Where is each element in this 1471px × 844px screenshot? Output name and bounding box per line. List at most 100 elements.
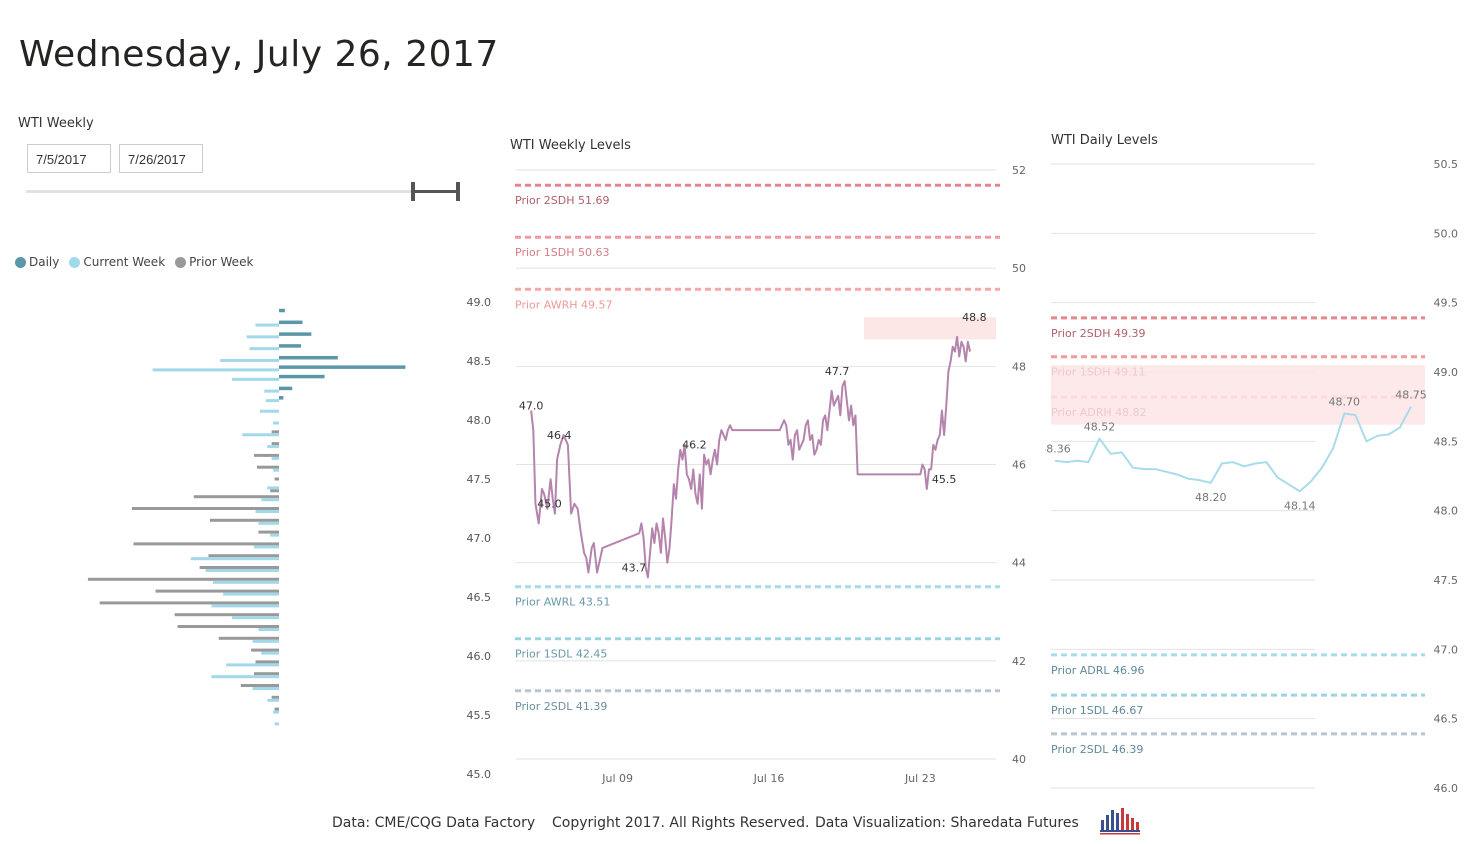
profile-current-week-bar (273, 468, 279, 472)
daily-y-tick-label: 47.0 (1434, 643, 1459, 656)
daily-price-line (1054, 406, 1412, 493)
profile-prior-week-bar (133, 542, 279, 546)
profile-prior-week-bar (209, 518, 279, 522)
date-slider-track[interactable] (26, 190, 460, 193)
profile-current-week-bar (271, 456, 279, 460)
footer-copyright: Copyright 2017. All Rights Reserved. (552, 815, 810, 831)
weekly-level-label: Prior 2SDH 51.69 (515, 194, 609, 207)
legend-prior-week-dot (175, 256, 187, 268)
legend-daily[interactable]: Daily (15, 255, 59, 269)
footer-data-source: Data: CME/CQG Data Factory (332, 815, 536, 831)
profile-prior-week-bar (274, 477, 279, 481)
profile-current-week-bar (273, 421, 279, 425)
weekly-level-label: Prior AWRL 43.51 (515, 596, 610, 609)
weekly-y-tick-label: 42 (1012, 655, 1026, 668)
profile-current-week-bar (254, 545, 279, 549)
profile-prior-week-bar (155, 589, 279, 593)
profile-current-week-bar (265, 399, 279, 403)
legend-current-week[interactable]: Current Week (69, 255, 165, 269)
page-title: Wednesday, July 26, 2017 (19, 34, 499, 75)
profile-daily-bar (279, 344, 302, 348)
weekly-data-label: 45.0 (537, 498, 562, 511)
weekly-data-label: 47.0 (519, 399, 544, 412)
weekly-y-tick-label: 50 (1012, 262, 1026, 275)
daily-level-label: Prior 2SDH 49.39 (1051, 327, 1145, 340)
legend-prior-week-label: Prior Week (189, 255, 254, 269)
profile-current-week-bar (152, 368, 279, 372)
profile-prior-week-bar (177, 625, 279, 628)
legend-current-week-label: Current Week (83, 255, 166, 269)
daily-y-tick-label: 48.0 (1434, 505, 1459, 518)
profile-daily-bar (279, 332, 312, 336)
profile-current-week-bar (261, 651, 279, 655)
logo-bars (1100, 808, 1140, 835)
weekly-level-label: Prior 1SDH 50.63 (515, 246, 609, 259)
profile-current-week-bar (252, 639, 279, 643)
weekly-data-label: 46.2 (682, 439, 707, 452)
profile-current-week-bar (261, 498, 279, 502)
daily-data-label: 48.20 (1195, 491, 1227, 504)
daily-levels-chart: 46.0 46.5 47.0 47.5 48.0 48.5 49.0 49.5 50.0 50.5… (1045, 158, 1459, 795)
profile-prior-week-bar (132, 507, 279, 510)
profile-prior-week-bar (254, 672, 279, 676)
weekly-level-label: Prior 1SDL 42.45 (515, 648, 607, 661)
profile-current-week-bar (211, 604, 279, 608)
daily-y-tick-label: 50.0 (1434, 227, 1459, 240)
daily-y-tick-label: 46.5 (1434, 713, 1459, 726)
date-slider-start-handle[interactable] (411, 182, 415, 201)
profile-prior-week-bar (256, 465, 279, 469)
legend-prior-week[interactable]: Prior Week (175, 255, 253, 269)
profile-current-week-bar (242, 433, 279, 437)
profile-current-week-bar (205, 569, 279, 572)
profile-current-week-bar (226, 663, 279, 667)
start-date-input[interactable]: 7/5/2017 (27, 144, 111, 173)
weekly-data-label: 46.4 (547, 429, 572, 442)
profile-prior-week-bar (271, 430, 279, 434)
legend-current-week-dot (69, 256, 81, 268)
slicer-title: WTI Weekly (18, 116, 94, 131)
profile-current-week-bar (258, 521, 279, 525)
date-slider-range[interactable] (413, 190, 459, 193)
profile-prior-week-bar (274, 707, 279, 711)
profile-prior-week-bar (254, 453, 279, 457)
weekly-y-tick-label: 46 (1012, 459, 1026, 472)
weekly-data-label: 48.8 (962, 311, 987, 324)
profile-current-week-bar (264, 389, 279, 393)
profile-prior-week-bar (218, 636, 279, 640)
daily-y-tick-label: 48.5 (1434, 435, 1459, 448)
profile-y-tick-label: 45.0 (467, 768, 492, 781)
weekly-data-label: 47.7 (825, 365, 850, 378)
profile-prior-week-bar (240, 684, 279, 687)
profile-current-week-bar (259, 409, 279, 413)
footer-visualization: Data Visualization: Sharedata Futures (815, 815, 1079, 831)
daily-level-label: Prior ADRL 46.96 (1051, 664, 1145, 677)
profile-prior-week-bar (271, 442, 279, 446)
end-date-input[interactable]: 7/26/2017 (119, 144, 203, 173)
sharedata-logo-icon (1100, 808, 1140, 835)
daily-data-label: 48.36 (1045, 443, 1071, 456)
profile-chart: 49.0 48.5 48.0 47.5 47.0 46.5 46.0 45.5 45.0 (87, 296, 492, 781)
profile-daily-bar (279, 365, 406, 369)
profile-daily-bar (279, 355, 338, 360)
profile-y-tick-label: 48.5 (467, 355, 492, 368)
weekly-y-tick-label: 44 (1012, 557, 1026, 570)
profile-current-week-bar (231, 616, 279, 620)
weekly-current-band (864, 317, 996, 340)
profile-prior-week-bar (251, 648, 279, 652)
daily-y-tick-label: 49.0 (1434, 366, 1459, 379)
date-slider-end-handle[interactable] (456, 182, 460, 201)
profile-daily-bar (279, 396, 284, 400)
daily-y-tick-label: 50.5 (1434, 158, 1459, 171)
profile-y-tick-label: 47.0 (467, 532, 492, 545)
profile-current-week-bar (190, 557, 279, 561)
daily-data-label: 48.52 (1084, 421, 1116, 434)
profile-current-week-bar (252, 687, 279, 690)
profile-prior-week-bar (255, 660, 279, 664)
profile-current-week-bar (249, 347, 279, 351)
daily-data-label: 48.14 (1284, 499, 1316, 512)
profile-y-tick-label: 45.5 (467, 709, 492, 722)
profile-legend: Daily Current Week Prior Week (15, 255, 253, 269)
profile-current-week-bar (267, 486, 279, 490)
profile-prior-week-bar (258, 530, 279, 534)
legend-daily-dot (15, 256, 26, 268)
